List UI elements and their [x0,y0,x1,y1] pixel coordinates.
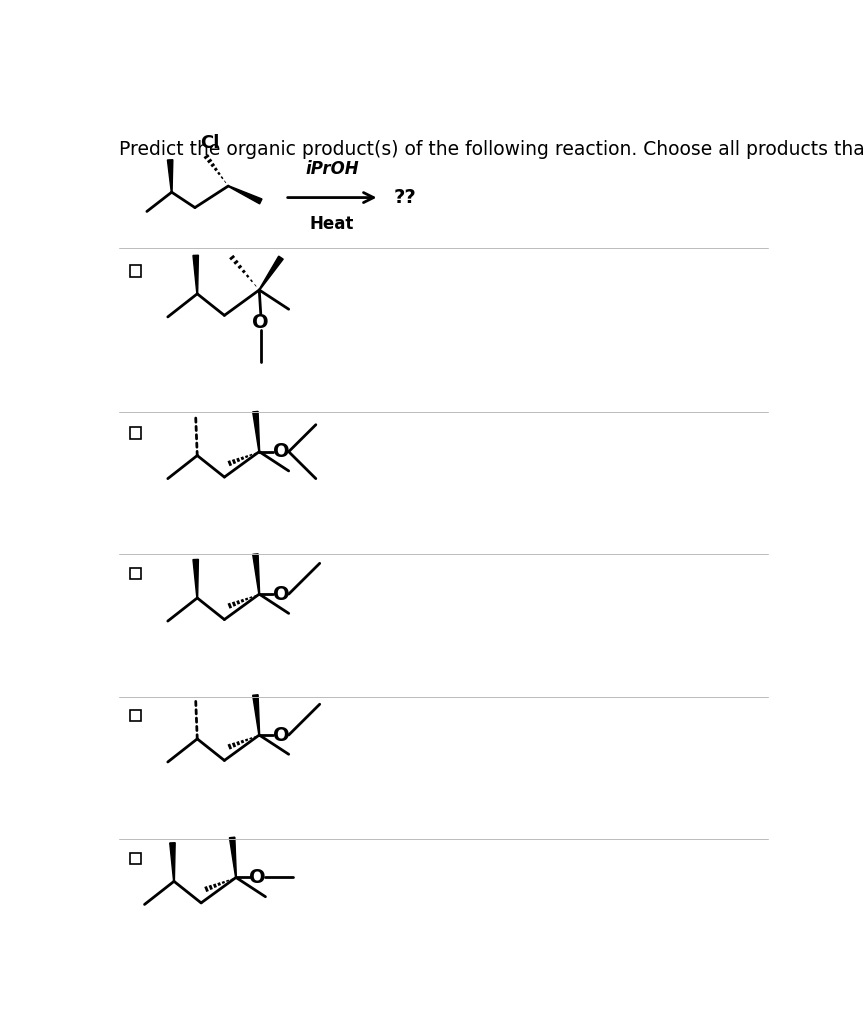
Text: O: O [253,312,269,332]
Polygon shape [168,160,173,193]
Text: iPrOH: iPrOH [305,161,359,178]
Bar [130,568,142,580]
Bar [130,265,142,276]
Polygon shape [253,412,260,452]
Polygon shape [193,255,198,294]
Polygon shape [193,559,198,598]
Polygon shape [253,694,260,735]
Polygon shape [253,554,260,594]
Bar [130,853,142,864]
Polygon shape [170,843,175,882]
Text: Heat: Heat [310,215,355,233]
Text: O: O [272,442,289,461]
Polygon shape [228,185,262,204]
Text: ??: ?? [394,188,416,207]
Text: O: O [272,585,289,603]
Text: Cl: Cl [200,134,220,153]
Text: O: O [249,868,266,887]
Text: O: O [272,726,289,744]
Polygon shape [229,838,236,878]
Bar [130,710,142,721]
Bar [130,427,142,438]
Text: Predict the organic product(s) of the following reaction. Choose all products th: Predict the organic product(s) of the fo… [119,140,865,159]
Polygon shape [259,256,283,290]
